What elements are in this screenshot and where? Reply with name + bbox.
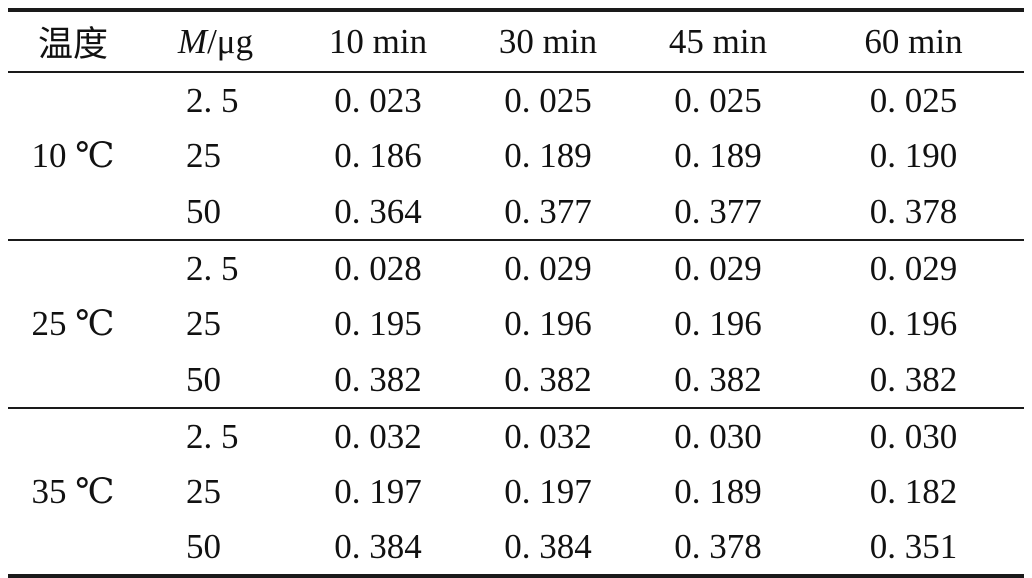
value-45-min: 0. 189 (674, 472, 762, 511)
value-30-min: 0. 377 (463, 184, 633, 241)
value-10-min: 0. 028 (334, 248, 422, 288)
header-45-min: 45 min (633, 8, 803, 73)
table-row: 25 ℃ 2. 5 0. 028 0. 029 0. 029 0. 029 (8, 240, 1024, 409)
value-10-min: 0. 382 (293, 352, 463, 409)
table-row: 50 0. 384 0. 384 0. 378 0. 351 (8, 520, 1024, 578)
table-row: 10 ℃ 2. 5 0. 023 0. 025 0. 025 0. 025 (8, 72, 1024, 241)
table-row: 50 0. 364 0. 377 0. 377 0. 378 (8, 184, 1024, 241)
mass-cell: 25 (186, 304, 221, 343)
value-10-min: 0. 032 (334, 416, 422, 456)
table-header: 温度 M/μg 10 min 30 min 45 min 60 min (8, 8, 1024, 73)
value-60-min: 0. 378 (803, 184, 1024, 241)
value-10-min: 0. 023 (334, 80, 422, 120)
value-45-min: 0. 029 (674, 248, 762, 288)
data-table-container: 温度 M/μg 10 min 30 min 45 min 60 min 10 ℃… (8, 8, 1024, 578)
value-45-min: 0. 377 (633, 184, 803, 241)
header-30-min: 30 min (463, 8, 633, 73)
value-10-min: 0. 384 (293, 520, 463, 578)
value-60-min: 0. 196 (869, 304, 958, 343)
temperature-cell: 10 ℃ (8, 72, 138, 241)
value-30-min: 0. 025 (504, 80, 592, 120)
table-row: 25 0. 195 0. 196 0. 196 0. 196 (8, 296, 1024, 352)
value-60-min: 0. 030 (869, 416, 958, 456)
header-temperature: 温度 (8, 8, 138, 73)
mass-cell: 2. 5 (186, 80, 239, 120)
header-10-min: 10 min (293, 8, 463, 73)
value-60-min: 0. 351 (803, 520, 1024, 578)
value-60-min: 0. 025 (869, 80, 958, 120)
mass-cell: 50 (138, 520, 293, 578)
mass-cell: 25 (186, 472, 221, 511)
mass-cell: 50 (138, 352, 293, 409)
header-mass-unit: /μg (207, 21, 254, 61)
data-table: 温度 M/μg 10 min 30 min 45 min 60 min 10 ℃… (8, 8, 1024, 578)
mass-cell: 50 (138, 184, 293, 241)
value-45-min: 0. 196 (674, 304, 762, 343)
table-row: 50 0. 382 0. 382 0. 382 0. 382 (8, 352, 1024, 409)
value-45-min: 0. 189 (674, 136, 762, 175)
value-60-min: 0. 382 (803, 352, 1024, 409)
value-10-min: 0. 197 (334, 472, 422, 511)
table-row: 35 ℃ 2. 5 0. 032 0. 032 0. 030 0. 030 (8, 408, 1024, 578)
value-45-min: 0. 030 (674, 416, 762, 456)
value-10-min: 0. 186 (334, 136, 422, 175)
value-60-min: 0. 190 (869, 136, 958, 175)
value-10-min: 0. 195 (334, 304, 422, 343)
value-30-min: 0. 197 (504, 472, 592, 511)
value-30-min: 0. 032 (504, 416, 592, 456)
header-mass-symbol: M (177, 21, 208, 61)
mass-cell: 25 (186, 136, 221, 175)
value-30-min: 0. 382 (463, 352, 633, 409)
temperature-cell: 35 ℃ (8, 408, 138, 578)
mass-cell: 2. 5 (186, 248, 239, 288)
value-60-min: 0. 029 (869, 248, 958, 288)
header-60-min: 60 min (803, 8, 1024, 73)
value-10-min: 0. 364 (293, 184, 463, 241)
value-30-min: 0. 189 (504, 136, 592, 175)
temperature-cell: 25 ℃ (8, 240, 138, 409)
header-row: 温度 M/μg 10 min 30 min 45 min 60 min (8, 8, 1024, 73)
value-60-min: 0. 182 (869, 472, 958, 511)
header-mass: M/μg (138, 8, 293, 73)
value-45-min: 0. 025 (674, 80, 762, 120)
value-30-min: 0. 029 (504, 248, 592, 288)
mass-cell: 2. 5 (186, 416, 239, 456)
value-30-min: 0. 384 (463, 520, 633, 578)
table-row: 25 0. 186 0. 189 0. 189 0. 190 (8, 128, 1024, 184)
value-45-min: 0. 378 (633, 520, 803, 578)
value-30-min: 0. 196 (504, 304, 592, 343)
table-body: 10 ℃ 2. 5 0. 023 0. 025 0. 025 0. 025 25… (8, 72, 1024, 578)
value-45-min: 0. 382 (633, 352, 803, 409)
table-row: 25 0. 197 0. 197 0. 189 0. 182 (8, 464, 1024, 520)
